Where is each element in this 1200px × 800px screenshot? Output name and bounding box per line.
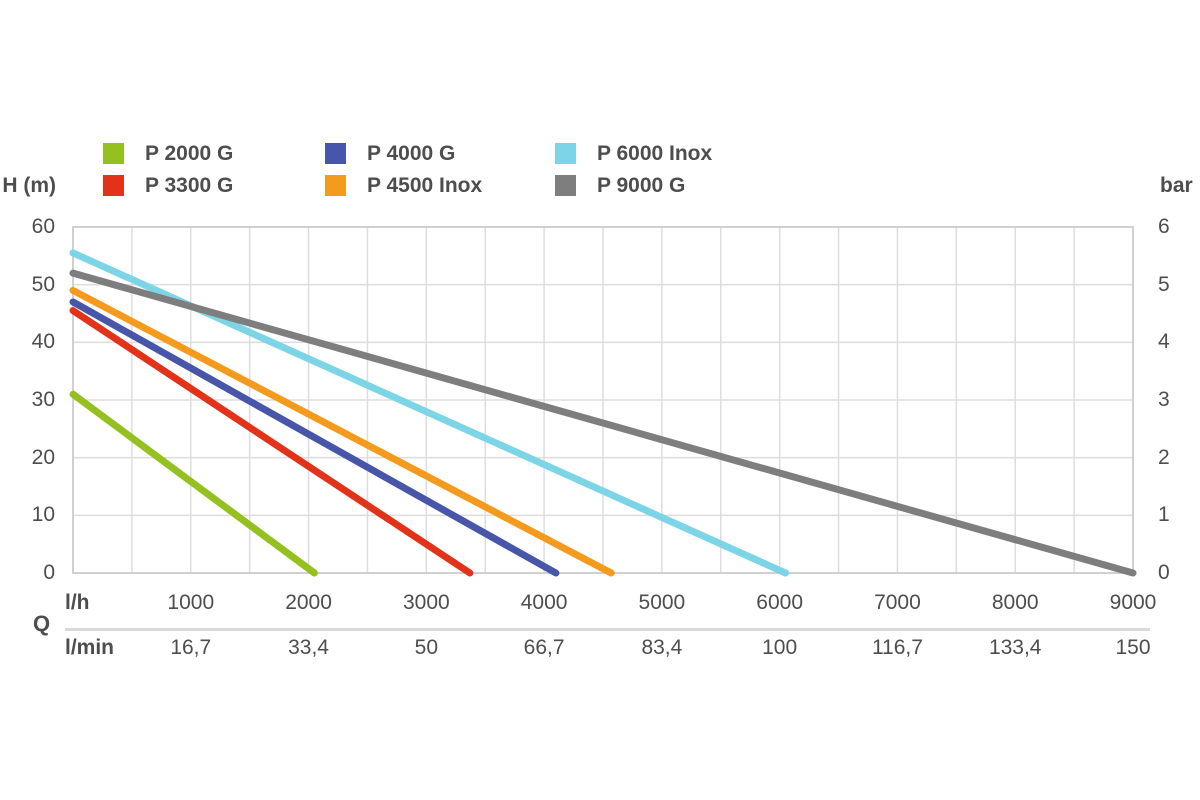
legend-swatch-p-6000-inox bbox=[555, 143, 576, 164]
legend-label: P 3300 G bbox=[145, 173, 234, 197]
x-tick-lmin-50: 50 bbox=[414, 636, 438, 659]
legend-swatch-p-9000-g bbox=[555, 175, 576, 196]
y-tick-left-50: 50 bbox=[31, 272, 55, 296]
legend-column: P 6000 Inox P 9000 G bbox=[555, 141, 713, 207]
y-tick-right-1: 1 bbox=[1158, 503, 1170, 527]
x-tick-lh-4000: 4000 bbox=[520, 591, 568, 614]
x-tick-lh-2000: 2000 bbox=[285, 591, 332, 614]
legend-label: P 6000 Inox bbox=[597, 141, 713, 165]
y-tick-left-40: 40 bbox=[31, 330, 55, 354]
x-axis-unit-lmin-label: l/min bbox=[65, 636, 115, 659]
x-tick-lmin-150: 150 bbox=[1115, 636, 1151, 659]
x-tick-lmin-66-7: 66,7 bbox=[523, 636, 565, 659]
x-tick-lh-3000: 3000 bbox=[402, 591, 450, 614]
chart-legend: P 2000 G P 3300 G P 4000 G P 4500 Inox P 600… bbox=[0, 141, 1200, 207]
x-tick-lmin-83-4: 83,4 bbox=[641, 636, 683, 659]
legend-column: P 4000 G P 4500 Inox bbox=[325, 141, 483, 207]
x-tick-lh-6000: 6000 bbox=[756, 591, 804, 614]
legend-item-p-4000-g: P 4000 G bbox=[325, 141, 482, 165]
legend-item-p-4500-inox: P 4500 Inox bbox=[325, 173, 483, 197]
y-tick-right-6: 6 bbox=[1158, 215, 1170, 238]
legend-item-p-3300-g: P 3300 G bbox=[103, 173, 234, 197]
x-tick-lmin-33-4: 33,4 bbox=[288, 636, 329, 659]
x-tick-lh-1000: 1000 bbox=[167, 591, 215, 614]
x-axis-divider-line bbox=[65, 628, 1150, 631]
x-tick-lmin-133-4: 133,4 bbox=[988, 636, 1042, 659]
y-tick-right-5: 5 bbox=[1158, 272, 1170, 296]
curve-p-3300-g bbox=[69, 307, 474, 577]
y-tick-left-10: 10 bbox=[31, 503, 55, 527]
legend-label: P 4000 G bbox=[367, 141, 456, 165]
y-tick-left-20: 20 bbox=[31, 445, 55, 469]
y-tick-left-60: 60 bbox=[31, 215, 55, 238]
x-tick-lh-8000: 8000 bbox=[991, 591, 1039, 614]
y-axis-left-label: H (m) bbox=[2, 174, 56, 197]
legend-column: P 2000 G P 3300 G bbox=[103, 141, 234, 207]
legend-swatch-p-2000-g bbox=[103, 143, 124, 164]
y-tick-right-2: 2 bbox=[1158, 445, 1170, 469]
x-tick-lmin-16-7: 16,7 bbox=[170, 636, 212, 659]
legend-label: P 9000 G bbox=[597, 173, 686, 197]
y-axis-right-label: bar bbox=[1160, 174, 1193, 197]
legend-item-p-9000-g: P 9000 G bbox=[555, 173, 712, 197]
legend-label: P 2000 G bbox=[145, 141, 234, 165]
legend-label: P 4500 Inox bbox=[367, 173, 483, 197]
curve-p-4000-g bbox=[69, 298, 560, 577]
legend-swatch-p-4500-inox bbox=[325, 175, 346, 196]
x-axis-q-label: Q bbox=[33, 611, 51, 636]
y-tick-right-3: 3 bbox=[1158, 388, 1170, 411]
curve-p-4500-inox bbox=[69, 286, 615, 577]
y-tick-left-30: 30 bbox=[31, 388, 55, 411]
x-tick-lh-9000: 9000 bbox=[1109, 591, 1157, 614]
curve-p-2000-g bbox=[69, 390, 318, 577]
x-tick-lmin-116-7: 116,7 bbox=[871, 636, 923, 659]
x-tick-lh-5000: 5000 bbox=[638, 591, 686, 614]
x-tick-lh-7000: 7000 bbox=[874, 591, 921, 614]
legend-item-p-2000-g: P 2000 G bbox=[103, 141, 234, 165]
legend-swatch-p-4000-g bbox=[325, 143, 346, 164]
x-axis-unit-lh-label: l/h bbox=[65, 591, 90, 614]
legend-swatch-p-3300-g bbox=[103, 175, 124, 196]
legend-item-p-6000-inox: P 6000 Inox bbox=[555, 141, 713, 165]
curve-p-9000-g bbox=[69, 269, 1137, 577]
y-tick-right-4: 4 bbox=[1158, 330, 1170, 354]
plot-border bbox=[72, 226, 1134, 574]
x-tick-lmin-100: 100 bbox=[762, 636, 798, 659]
y-tick-right-0: 0 bbox=[1158, 561, 1170, 584]
y-tick-left-0: 0 bbox=[43, 561, 55, 584]
